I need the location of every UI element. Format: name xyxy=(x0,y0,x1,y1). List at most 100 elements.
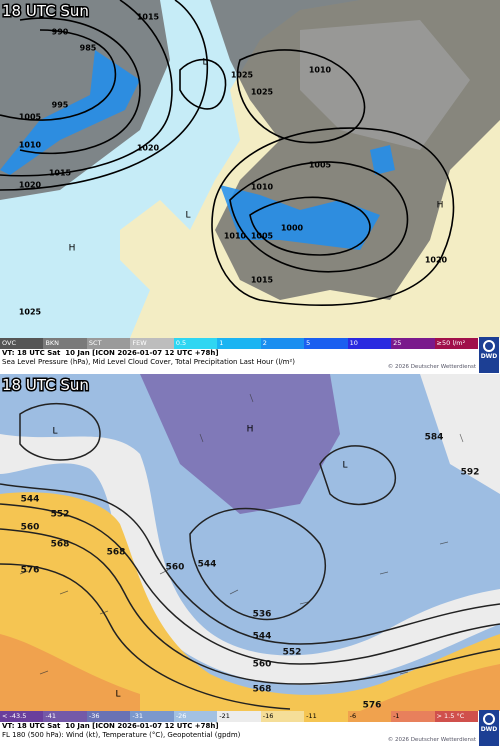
contour-label: 1025 xyxy=(19,308,42,317)
legend-item: 25 xyxy=(391,338,435,349)
pressure-center: L xyxy=(185,211,190,221)
contour-label: 544 xyxy=(198,560,217,570)
map-shape xyxy=(0,29,117,121)
legend-item: -41 xyxy=(43,711,87,722)
contour-label: 1010 xyxy=(251,183,274,192)
pressure-center: H xyxy=(437,201,444,211)
precipitation xyxy=(0,50,395,250)
legend-item: 1 xyxy=(217,338,261,349)
contour-label: 1010 xyxy=(309,66,332,75)
description: Sea Level Pressure (hPa), Mid Level Clou… xyxy=(2,358,295,366)
legend-item: 5 xyxy=(304,338,348,349)
contour-label: 560 xyxy=(253,660,272,670)
map-shape xyxy=(0,563,291,710)
legend-item: -11 xyxy=(304,711,348,722)
map-shape xyxy=(0,503,500,665)
upper-air-panel: 544 552 560 568 576 568 560 544 536 544 552 560 568 5… xyxy=(0,374,500,747)
pressure-center: H xyxy=(247,425,254,435)
contour-label: 552 xyxy=(283,648,302,658)
contour-label: 1010 xyxy=(224,232,247,241)
cloud-cover xyxy=(300,20,470,150)
legend-item: -16 xyxy=(260,711,305,722)
wind-barbs xyxy=(19,393,464,675)
legend-item: ≥50 l/m² xyxy=(434,338,478,349)
pressure-panel: 990 985 995 1005 1010 1015 1020 1015 1025 1025 101… xyxy=(0,0,500,374)
warm-area xyxy=(0,634,500,711)
valid-time: VT: 18 UTC Sat 10 Jan [ICON 2026-01-07 1… xyxy=(2,722,219,730)
legend: < -43.5 -41 -36 -31 -26 -21 -16 -11 -6 -1 > 1.5 °C xyxy=(0,711,478,722)
logo-text: DWD xyxy=(480,726,498,733)
contour-label: 536 xyxy=(253,610,272,620)
contour-label: 1010 xyxy=(19,141,42,150)
map-shape xyxy=(189,507,327,621)
map-shape xyxy=(179,58,227,110)
pressure-center: L xyxy=(342,461,347,471)
legend-item: -6 xyxy=(347,711,392,722)
valid-time: VT: 18 UTC Sat 10 Jan [ICON 2026-01-07 1… xyxy=(2,349,219,357)
legend-item: 10 xyxy=(347,338,392,349)
contour-label: 1015 xyxy=(49,169,72,178)
footer: VT: 18 UTC Sat 10 Jan [ICON 2026-01-07 1… xyxy=(0,710,500,747)
geopotential-contours xyxy=(0,402,500,710)
pressure-center: L xyxy=(52,427,57,437)
pressure-center: L xyxy=(202,58,207,68)
contour-label: 995 xyxy=(52,101,69,110)
logo: DWD xyxy=(479,337,499,373)
map-shape: 544 552 560 568 576 568 560 544 536 544 552 560 568 5… xyxy=(21,425,480,711)
valid-time-label: 18 UTC Sun xyxy=(2,376,89,394)
map-shape xyxy=(0,528,500,685)
contour-label: 568 xyxy=(107,548,126,558)
map-shape xyxy=(211,127,455,306)
contour-label: 1020 xyxy=(425,256,448,265)
map-shape: 990 985 995 1005 1010 1015 1020 1015 1025 1025 101… xyxy=(19,13,448,317)
map-shape xyxy=(236,49,366,144)
map-shape xyxy=(0,0,209,191)
map-shape xyxy=(19,393,464,675)
legend: OVC BKN SCT FEW 0.5 1 2 5 10 25 ≥50 l/m² xyxy=(0,338,478,349)
contour-label: 1015 xyxy=(251,276,274,285)
contour-label: 560 xyxy=(21,523,40,533)
contour-label: 592 xyxy=(461,468,480,478)
pressure-map: 990 985 995 1005 1010 1015 1020 1015 1025 1025 101… xyxy=(0,0,500,338)
legend-item: -21 xyxy=(217,711,261,722)
contour-label: 568 xyxy=(253,685,272,695)
logo-text: DWD xyxy=(480,353,498,360)
contour-label: 1025 xyxy=(231,71,254,80)
legend-item: 0.5 xyxy=(173,338,218,349)
contour-label: 1015 xyxy=(137,13,160,22)
map-shape xyxy=(249,196,371,256)
contour-label: 985 xyxy=(80,44,97,53)
map-shape xyxy=(229,161,409,273)
legend-item: -36 xyxy=(86,711,131,722)
copyright: © 2026 Deutscher Wetterdienst xyxy=(387,364,476,370)
contour-label: 552 xyxy=(51,510,70,520)
contour-label: 544 xyxy=(253,632,272,642)
legend-item: -31 xyxy=(130,711,174,722)
contour-label: 568 xyxy=(51,540,70,550)
contour-label: 1005 xyxy=(309,161,332,170)
contour-label: 1020 xyxy=(137,144,160,153)
contour-label: 1005 xyxy=(251,232,274,241)
pressure-center: H xyxy=(69,244,76,254)
legend-item: BKN xyxy=(43,338,87,349)
valid-time-label: 18 UTC Sun xyxy=(2,2,89,20)
legend-item: 2 xyxy=(260,338,305,349)
copyright: © 2026 Deutscher Wetterdienst xyxy=(387,737,476,743)
warm-area xyxy=(0,492,500,711)
contour-label: 1005 xyxy=(19,113,42,122)
contour-label: 990 xyxy=(52,28,69,37)
contour-label: 1000 xyxy=(281,224,304,233)
contour-label: 576 xyxy=(21,566,40,576)
legend-item: OVC xyxy=(0,338,44,349)
contour-label: 560 xyxy=(166,563,185,573)
legend-item: > 1.5 °C xyxy=(434,711,478,722)
legend-item: FEW xyxy=(130,338,174,349)
legend-item: SCT xyxy=(86,338,131,349)
map-shape xyxy=(19,402,101,461)
contour-label: 576 xyxy=(363,701,382,711)
map-shape xyxy=(319,445,396,506)
map-shape xyxy=(19,17,141,155)
map-shape xyxy=(0,0,173,177)
legend-item: -1 xyxy=(391,711,435,722)
